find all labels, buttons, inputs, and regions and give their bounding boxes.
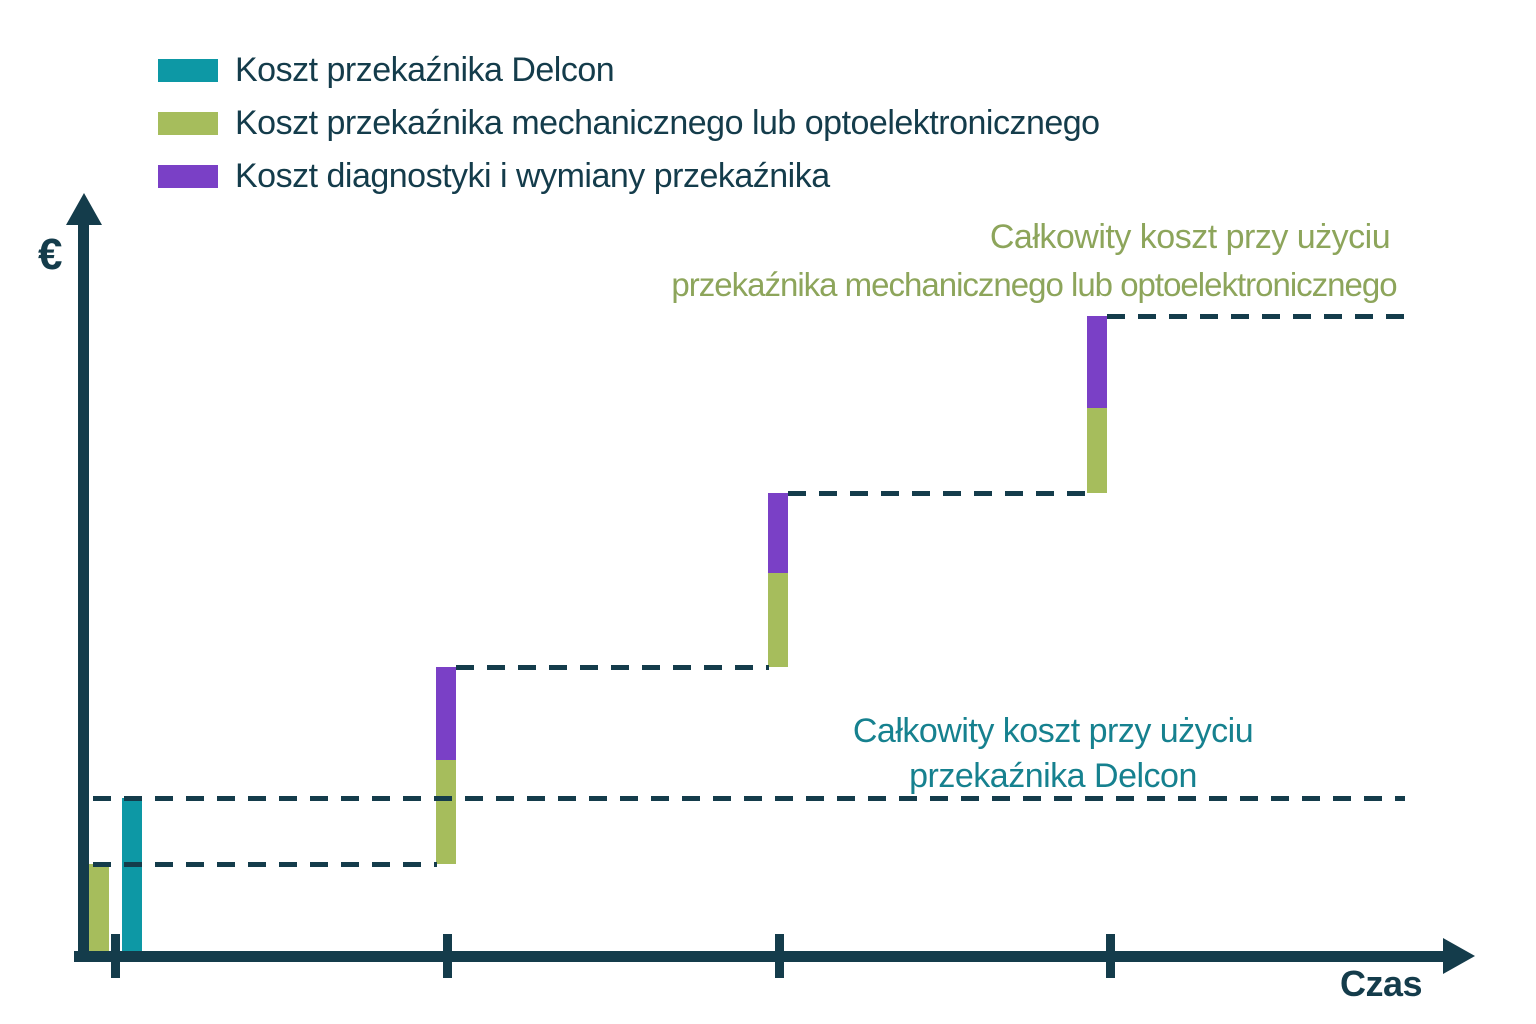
bar-segment-purple — [1087, 316, 1107, 408]
cost-level-dashed-line — [456, 665, 769, 670]
annotation-mechanical-total-line2: przekaźnika mechanicznego lub optoelektr… — [671, 266, 1397, 303]
legend-label-mechanical: Koszt przekaźnika mechanicznego lub opto… — [235, 104, 1100, 142]
y-axis — [78, 220, 89, 962]
legend-label-delcon: Koszt przekaźnika Delcon — [235, 51, 615, 89]
legend-label-diagnostics: Koszt diagnostyki i wymiany przekaźnika — [235, 157, 830, 195]
legend-swatch-green — [158, 111, 218, 135]
x-axis-label: Czas — [1340, 963, 1423, 1004]
legend-swatch-teal — [158, 58, 218, 82]
annotation-mechanical-total-line1: Całkowity koszt przy użyciu — [989, 218, 1391, 256]
bar-segment-green — [89, 864, 109, 952]
bar-segment-teal — [122, 798, 142, 952]
cost-level-dashed-line — [1107, 314, 1405, 319]
legend-item-diagnostics: Koszt diagnostyki i wymiany przekaźnika — [158, 158, 1100, 194]
y-axis-label: € — [38, 230, 63, 279]
legend-swatch-purple — [158, 164, 218, 188]
bar-segment-green — [436, 760, 456, 864]
cost-level-dashed-line — [788, 491, 1088, 496]
y-axis-arrow-icon — [66, 193, 102, 225]
legend-item-mechanical: Koszt przekaźnika mechanicznego lub opto… — [158, 105, 1100, 141]
annotation-delcon-total-line1: Całkowity koszt przy użyciu — [852, 712, 1254, 750]
x-axis-arrow-icon — [1443, 938, 1475, 974]
bar-segment-purple — [436, 667, 456, 760]
x-axis — [74, 951, 1444, 962]
bar-segment-green — [768, 573, 788, 667]
annotation-delcon-total-line2: przekaźnika Delcon — [909, 757, 1197, 795]
bar-segment-green — [1087, 408, 1107, 493]
chart-legend: Koszt przekaźnika Delcon Koszt przekaźni… — [158, 52, 1100, 211]
cost-level-dashed-line — [93, 862, 437, 867]
legend-item-delcon: Koszt przekaźnika Delcon — [158, 52, 1100, 88]
bar-segment-purple — [768, 493, 788, 573]
cost-level-dashed-line — [93, 796, 1405, 801]
